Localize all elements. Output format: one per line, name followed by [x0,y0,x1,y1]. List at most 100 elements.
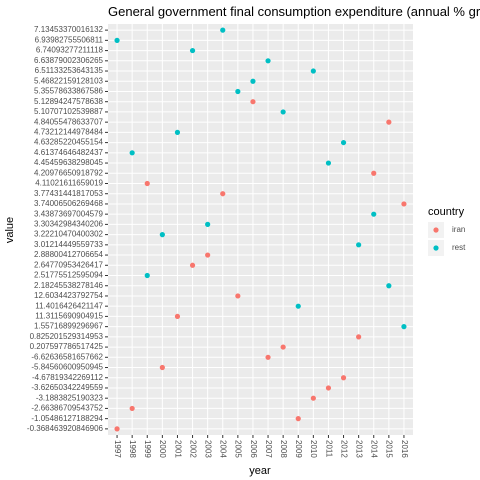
y-tick-label: 3.43873697004579 [34,209,104,218]
x-tick-label: 2009 [294,440,303,458]
x-tick-label: 1998 [128,440,137,458]
point [205,221,211,227]
point [129,150,135,156]
point [295,303,301,309]
point [220,27,226,33]
point [386,119,392,125]
y-tick-label: -6.62636581657662 [31,352,103,361]
x-tick-label: 2016 [400,440,409,458]
point [250,99,256,105]
y-tick-label: 2.51775512595094 [34,271,104,280]
y-tick-label: 6.51133253643135 [35,66,104,75]
point [310,395,316,401]
point [144,272,150,279]
legend-swatch [433,245,439,251]
y-tick-label: 0.825201529314953 [30,332,104,341]
y-axis-title: value [4,217,16,243]
point [250,78,256,84]
point [340,139,347,146]
point [205,252,211,258]
point [159,232,165,238]
point [325,160,332,166]
point [220,191,226,197]
y-tick-label: 11.4016426421147 [35,301,103,310]
x-axis-title: year [249,465,271,477]
point [235,88,241,95]
y-tick-label: 4.45459638298045 [34,158,104,167]
point [144,180,150,187]
y-tick-label: 5.46822159128103 [34,76,104,85]
point [280,344,286,350]
x-tick-label: 2014 [370,440,379,458]
point [340,375,347,381]
y-tick-label: 11.3115690904915 [35,312,103,321]
point [265,354,271,360]
point [280,109,286,115]
y-tick-label: 12.6034423792754 [34,291,104,300]
x-tick-label: 2015 [385,440,394,458]
y-tick-label: 2.18245538278146 [34,281,104,290]
x-tick-label: 2008 [279,440,288,458]
point [189,47,196,54]
y-tick-label: 4.61374646482437 [34,148,104,157]
y-tick-label: 0.207597786517425 [30,342,104,351]
legend-label: iran [452,225,465,234]
y-tick-label: 1.55716899296967 [34,322,104,331]
x-tick-label: 2004 [219,440,228,458]
point [386,283,392,289]
x-tick-label: 2001 [173,440,182,458]
y-tick-label: 5.12894247578638 [34,97,104,106]
legend-swatch [433,227,439,233]
legend-label: rest [452,243,466,252]
y-tick-label: -3.62650342249559 [31,383,103,392]
point [401,201,407,207]
point [371,170,377,176]
y-tick-label: -5.84560600950945 [31,363,103,372]
y-tick-label: -2.66386709543752 [31,404,103,413]
y-tick-label: 3.22210470400302 [34,230,104,239]
y-tick-label: 5.35578633867586 [34,87,104,96]
y-tick-label: 7.13453370016132 [34,25,104,34]
x-tick-label: 1999 [143,440,152,458]
x-tick-label: 2011 [324,440,333,458]
point [174,129,181,135]
y-tick-label: 6.93982755506811 [35,35,104,44]
y-tick-label: 3.01214449559733 [34,240,104,249]
x-tick-label: 2006 [249,440,258,458]
x-tick-label: 2007 [264,440,273,458]
y-tick-label: 2.64770953426417 [34,260,104,269]
grid [108,24,413,435]
y-tick-label: 4.20976650918792 [34,168,104,177]
x-tick-label: 2010 [309,440,318,458]
y-tick-label: 2.88800412706654 [34,250,104,259]
legend-title: country [428,206,465,218]
y-tick-label: 6.63879002306265 [34,56,104,65]
point [114,426,120,432]
point [356,242,362,248]
point [159,364,165,371]
x-tick-label: 2005 [234,440,243,458]
chart-title: General government final consumption exp… [108,4,480,19]
x-tick-label: 2012 [339,440,348,458]
point [189,262,196,268]
x-tick-label: 2003 [204,440,213,458]
y-tick-label: -0.368463920846906 [27,424,104,433]
point [265,58,271,64]
y-tick-label: 4.11021611659019 [35,179,103,188]
y-tick-label: -1.05486127188294 [31,414,103,423]
x-tick-label: 2002 [188,440,197,458]
y-tick-label: 4.63285220455154 [34,138,104,147]
point [129,405,135,412]
y-tick-label: -4.67819342269112 [32,373,104,382]
x-tick-label: 1997 [113,440,122,458]
point [235,293,241,299]
y-tick-label: 4.84055478633707 [34,117,104,126]
y-tick-label: 3.77431441817053 [34,189,104,198]
y-tick-label: 3.30342984340206 [34,219,104,228]
point [295,416,301,422]
point [371,211,377,217]
point [174,313,181,320]
point [325,385,332,391]
panel [108,24,413,435]
